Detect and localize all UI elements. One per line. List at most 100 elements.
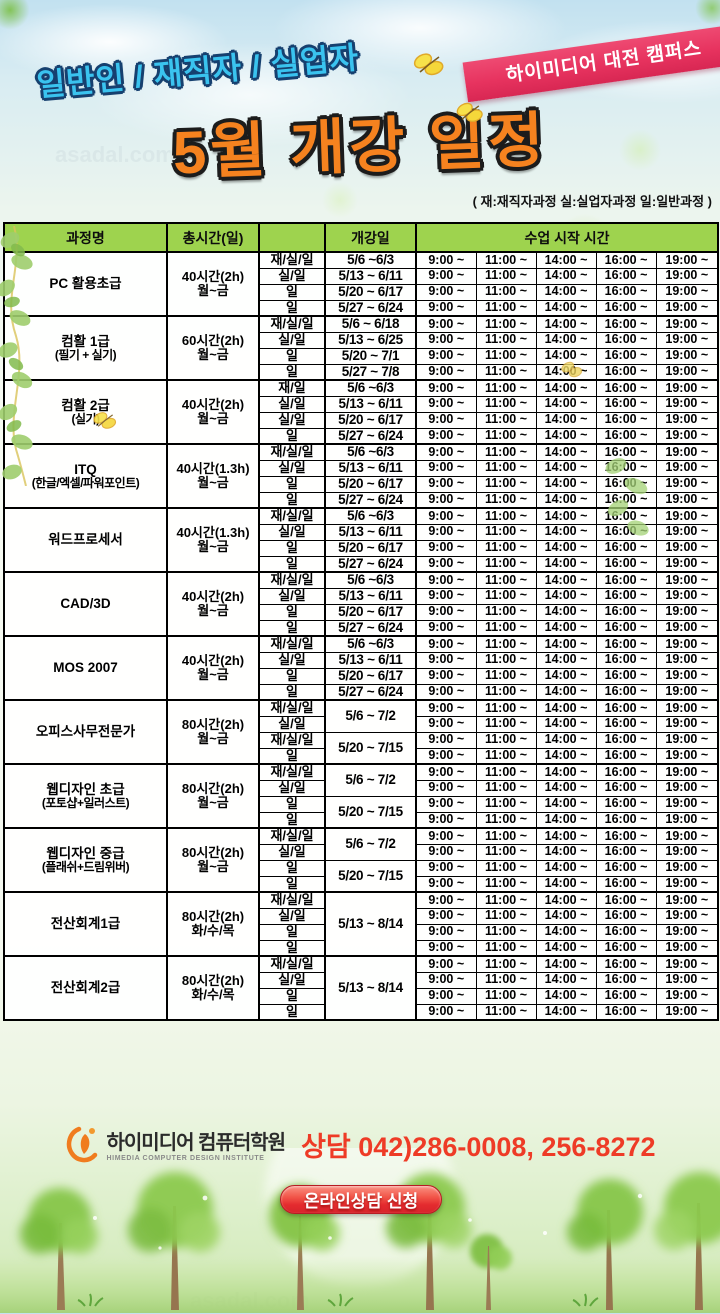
class-time-cell: 16:00 ~: [595, 459, 657, 477]
class-time-cell: 14:00 ~: [535, 315, 597, 333]
class-time-cell: 11:00 ~: [475, 363, 537, 381]
class-time-cell: 14:00 ~: [535, 555, 597, 573]
course-type-legend: ( 재:재직자과정 실:실업자과정 일:일반과정 ): [472, 194, 712, 209]
class-time-cell: 16:00 ~: [595, 971, 657, 989]
class-time-cell: 11:00 ~: [475, 603, 537, 621]
course-type-cell: 실/일: [258, 907, 326, 925]
class-time-cell: 16:00 ~: [595, 251, 657, 269]
class-time-cell: 9:00 ~: [415, 283, 477, 301]
header-course-type: [258, 222, 326, 253]
class-time-cell: 11:00 ~: [475, 459, 537, 477]
start-date-cell: 5/6 ~6/3: [324, 571, 417, 589]
course-hours: 40시간(1.3h): [176, 525, 250, 541]
course-group: PC 활용초급 40시간(2h) 월~금 재/실/일 5/6 ~6/3 9:00 ~11:…: [3, 251, 719, 317]
class-time-cell: 9:00 ~: [415, 507, 477, 525]
start-date-cell: 5/27 ~ 7/8: [324, 363, 417, 381]
course-type-cell: 일: [258, 475, 326, 493]
course-group: 오피스사무전문가 80시간(2h) 월~금 재/실/일 5/6 ~ 7/2 9:00 ~1…: [3, 699, 719, 765]
class-time-cell: 19:00 ~: [655, 251, 719, 269]
class-time-cell: 19:00 ~: [655, 267, 719, 285]
class-time-cell: 14:00 ~: [535, 635, 597, 653]
trees-illustration: [0, 1148, 720, 1313]
class-time-cell: 11:00 ~: [475, 635, 537, 653]
class-time-cell: 9:00 ~: [415, 555, 477, 573]
class-time-cell: 19:00 ~: [655, 347, 719, 365]
class-time-cell: 14:00 ~: [535, 683, 597, 701]
course-type-cell: 실/일: [258, 843, 326, 861]
start-date-cell: 5/6 ~6/3: [324, 251, 417, 269]
class-time-cell: 19:00 ~: [655, 395, 719, 413]
course-type-cell: 일: [258, 747, 326, 765]
class-time-cell: 9:00 ~: [415, 299, 477, 317]
class-time-cell: 11:00 ~: [475, 699, 537, 717]
course-group: 웹디자인 중급 (플래쉬+드림위버) 80시간(2h) 월~금 재/실/일 5/6 ~ 7…: [3, 827, 719, 893]
course-type-cell: 실/일: [258, 587, 326, 605]
class-time-cell: 9:00 ~: [415, 395, 477, 413]
course-group: 컴활 2급 (실기) 40시간(2h) 월~금 재/일 5/6 ~6/3 9:00 ~11:…: [3, 379, 719, 445]
course-name: PC 활용초급: [49, 275, 122, 291]
class-time-cell: 14:00 ~: [535, 795, 597, 813]
class-time-cell: 9:00 ~: [415, 811, 477, 829]
start-date-cell: 5/27 ~ 6/24: [324, 427, 417, 445]
class-time-cell: 14:00 ~: [535, 331, 597, 349]
class-time-cell: 19:00 ~: [655, 299, 719, 317]
header-start-date: 개강일: [324, 222, 417, 253]
class-time-cell: 11:00 ~: [475, 747, 537, 765]
course-days: 월~금: [197, 603, 229, 618]
class-time-cell: 11:00 ~: [475, 859, 537, 877]
butterfly-icon: [413, 53, 444, 76]
course-days: 화/수/목: [191, 923, 235, 938]
class-time-cell: 19:00 ~: [655, 955, 719, 973]
start-date-cell: 5/20 ~ 7/15: [324, 859, 417, 893]
class-time-cell: 9:00 ~: [415, 955, 477, 973]
class-time-cell: 19:00 ~: [655, 747, 719, 765]
course-type-cell: 재/실/일: [258, 955, 326, 973]
class-time-cell: 9:00 ~: [415, 699, 477, 717]
course-days: 월~금: [197, 475, 229, 490]
course-type-cell: 일: [258, 667, 326, 685]
course-days: 월~금: [197, 347, 229, 362]
class-time-cell: 11:00 ~: [475, 411, 537, 429]
class-time-cell: 16:00 ~: [595, 267, 657, 285]
course-type-cell: 실/일: [258, 779, 326, 797]
class-time-cell: 19:00 ~: [655, 427, 719, 445]
course-type-cell: 실/일: [258, 523, 326, 541]
class-time-cell: 14:00 ~: [535, 523, 597, 541]
class-time-cell: 14:00 ~: [535, 507, 597, 525]
course-type-cell: 일: [258, 347, 326, 365]
course-name-cell: 전산회계2급: [3, 955, 168, 1021]
class-time-cell: 16:00 ~: [595, 923, 657, 941]
himedia-logo: 하이미디어 컴퓨터학원 HIMEDIA COMPUTER DESIGN INST…: [65, 1124, 286, 1164]
class-time-cell: 19:00 ~: [655, 891, 719, 909]
course-subname: (실기): [71, 411, 100, 426]
class-time-cell: 14:00 ~: [535, 907, 597, 925]
online-consult-button[interactable]: 온라인상담 신청: [280, 1185, 442, 1214]
class-time-cell: 19:00 ~: [655, 827, 719, 845]
class-time-cell: 9:00 ~: [415, 619, 477, 637]
class-time-cell: 11:00 ~: [475, 907, 537, 925]
schedule-table-container: 과정명 총시간(일) 개강일 수업 시작 시간 PC 활용초급 40시간(2h) 월…: [3, 222, 720, 1021]
course-hours: 80시간(2h): [181, 845, 245, 861]
course-name: 웹디자인 중급: [46, 845, 125, 861]
course-group: ITQ (한글/엑셀/파워포인트) 40시간(1.3h) 월~금 재/실/일 5/6 ~6…: [3, 443, 719, 509]
class-time-cell: 9:00 ~: [415, 267, 477, 285]
class-time-cell: 16:00 ~: [595, 283, 657, 301]
course-name: 워드프로세서: [48, 531, 123, 547]
start-date-cell: 5/6 ~6/3: [324, 507, 417, 525]
course-group: 웹디자인 초급 (포토샵+일러스트) 80시간(2h) 월~금 재/실/일 5/6 ~ 7…: [3, 763, 719, 829]
class-time-cell: 16:00 ~: [595, 411, 657, 429]
class-time-cell: 16:00 ~: [595, 587, 657, 605]
start-date-cell: 5/13 ~ 8/14: [324, 891, 417, 957]
schedule-row: 웹디자인 중급 (플래쉬+드림위버) 80시간(2h) 월~금 재/실/일 5/6 ~ 7…: [3, 827, 719, 893]
class-time-cell: 14:00 ~: [535, 475, 597, 493]
class-time-cell: 16:00 ~: [595, 763, 657, 781]
class-time-cell: 14:00 ~: [535, 987, 597, 1005]
class-time-cell: 14:00 ~: [535, 347, 597, 365]
class-time-cell: 16:00 ~: [595, 363, 657, 381]
class-time-cell: 16:00 ~: [595, 539, 657, 557]
course-name: 전산회계2급: [50, 979, 121, 995]
course-name-cell: 웹디자인 중급 (플래쉬+드림위버): [3, 827, 168, 893]
class-time-cell: 14:00 ~: [535, 955, 597, 973]
class-time-cell: 11:00 ~: [475, 955, 537, 973]
class-time-cell: 19:00 ~: [655, 619, 719, 637]
